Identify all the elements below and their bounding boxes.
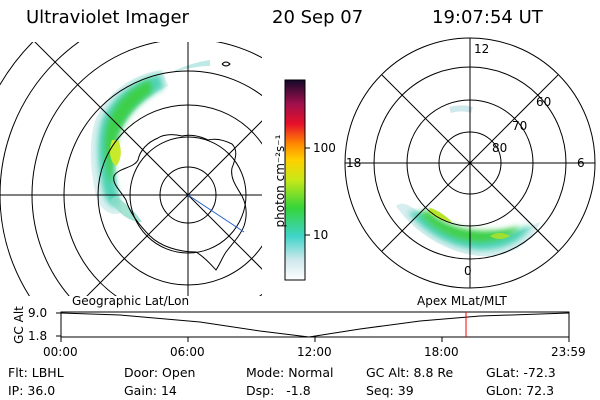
info-gc-alt-value: 8.8 Re: [413, 365, 454, 380]
info-glat-label: GLat:: [486, 365, 520, 380]
info-mode-value: Normal: [288, 365, 334, 380]
time-tick-0000: 00:00: [43, 345, 78, 359]
mlt-label-18: 18: [346, 156, 362, 170]
colorbar-unit-label: photon cm⁻²s⁻¹: [273, 134, 287, 228]
mlat-label-80: 80: [492, 141, 508, 155]
info-gain-label: Gain:: [124, 383, 157, 398]
time-tick-2359: 23:59: [551, 345, 586, 359]
info-flt: Flt: LBHL: [8, 365, 64, 380]
sun-direction-line: [187, 194, 245, 233]
info-door-value: Open: [162, 365, 196, 380]
apex-caption: Apex MLat/MLT: [417, 294, 507, 308]
time-tick-0600: 06:00: [170, 345, 205, 359]
info-door: Door: Open: [124, 365, 195, 380]
info-ip: IP: 36.0: [8, 383, 55, 398]
info-glon-label: GLon:: [486, 383, 523, 398]
mlat-label-70: 70: [512, 119, 528, 133]
date-label: 20 Sep 07: [272, 7, 364, 28]
info-glon-value: 72.3: [526, 383, 555, 398]
info-glat: GLat: -72.3: [486, 365, 556, 380]
info-glon: GLon: 72.3: [486, 383, 554, 398]
info-mode: Mode: Normal: [246, 365, 334, 380]
info-glat-value: -72.3: [523, 365, 556, 380]
info-dsp-label: Dsp:: [246, 383, 275, 398]
mlt-label-12: 12: [474, 42, 490, 56]
colorbar-tick-10: 10: [313, 228, 329, 242]
continent-outline: [113, 134, 247, 271]
colorbar-tick-100: 100: [313, 141, 336, 155]
colorbar: [284, 79, 310, 281]
info-gc-alt-label: GC Alt:: [366, 365, 410, 380]
info-seq: Seq: 39: [366, 383, 414, 398]
info-ip-label: IP:: [8, 383, 24, 398]
altitude-axis-label: GC Alt: [12, 306, 26, 344]
time-tick-1800: 18:00: [424, 345, 459, 359]
altitude-curve: [60, 312, 570, 338]
info-mode-label: Mode:: [246, 365, 285, 380]
mlt-polar-plot: [344, 37, 596, 289]
info-dsp: Dsp: -1.8: [246, 383, 311, 398]
altitude-tick-top: 9.0: [28, 306, 48, 320]
info-ip-value: 36.0: [27, 383, 56, 398]
geographic-map: [0, 42, 262, 296]
info-gain: Gain: 14: [124, 383, 177, 398]
marker-glyph: [221, 61, 231, 67]
mlat-label-60: 60: [536, 95, 552, 109]
info-seq-value: 39: [397, 383, 414, 398]
info-door-label: Door:: [124, 365, 159, 380]
info-gain-value: 14: [160, 383, 177, 398]
time-tick-1200: 12:00: [297, 345, 332, 359]
time-label: 19:07:54 UT: [432, 7, 543, 28]
instrument-title: Ultraviolet Imager: [26, 7, 189, 28]
info-dsp-value: -1.8: [286, 383, 311, 398]
info-flt-value: LBHL: [31, 365, 64, 380]
longitude-lines: [0, 42, 262, 296]
geographic-caption: Geographic Lat/Lon: [72, 294, 190, 308]
altitude-timeline: [56, 311, 570, 342]
info-flt-label: Flt:: [8, 365, 28, 380]
info-gc-alt: GC Alt: 8.8 Re: [366, 365, 453, 380]
info-seq-label: Seq:: [366, 383, 394, 398]
mlt-label-6: 6: [577, 156, 585, 170]
altitude-tick-bottom: 1.8: [28, 329, 48, 343]
mlt-label-0: 0: [464, 264, 472, 278]
